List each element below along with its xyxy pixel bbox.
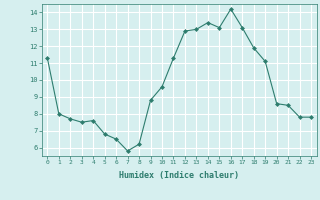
X-axis label: Humidex (Indice chaleur): Humidex (Indice chaleur) — [119, 171, 239, 180]
